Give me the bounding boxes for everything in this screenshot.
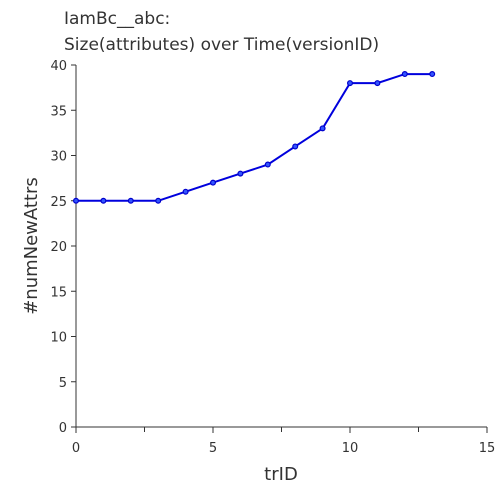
data-point [100,197,107,204]
x-tick-label: 5 [209,441,217,456]
x-tick-label: 15 [479,441,496,456]
axes: 0 5 10 15 20 25 30 35 40 0 5 10 15 [50,59,495,456]
data-point [155,197,162,204]
chart-title-line-1: IamBc__abc: [64,9,170,29]
y-tick-label: 5 [59,376,67,391]
plot-area [72,71,436,204]
data-point [319,125,326,132]
data-point [237,170,244,177]
y-tick-label: 10 [50,331,67,346]
data-point [182,188,189,195]
data-point [374,80,381,87]
y-tick-label: 35 [50,104,67,119]
series-line [76,73,433,202]
data-point [127,197,134,204]
y-tick-label: 0 [59,421,67,436]
data-point [264,161,271,168]
data-point [347,80,354,87]
data-point [72,197,79,204]
x-axis-label: trID [264,464,298,485]
y-tick-label: 25 [50,195,67,210]
x-tick-label: 10 [342,441,359,456]
y-axis-label: #numNewAttrs [21,177,42,315]
y-tick-label: 15 [50,285,67,300]
data-point [401,71,408,78]
data-point [210,179,217,186]
y-tick-label: 30 [50,150,67,165]
y-tick-label: 20 [50,240,67,255]
x-tick-label: 0 [72,441,80,456]
y-tick-label: 40 [50,59,67,74]
data-point [429,71,436,78]
chart-title-line-2: Size(attributes) over Time(versionID) [64,35,379,55]
data-point [292,143,299,150]
